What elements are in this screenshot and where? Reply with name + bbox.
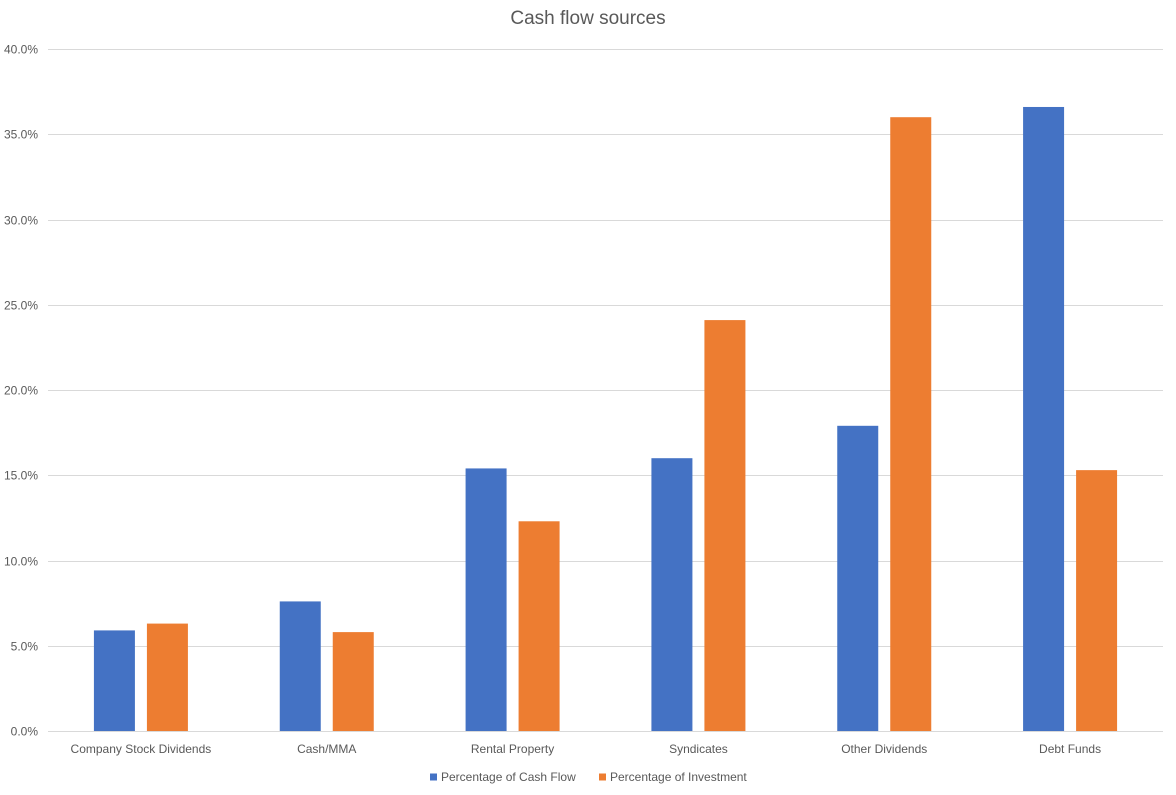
bar-investment bbox=[146, 623, 188, 731]
bar-investment bbox=[332, 632, 374, 731]
y-tick-label: 20.0% bbox=[4, 384, 38, 398]
legend-label-cash-flow: Percentage of Cash Flow bbox=[441, 770, 576, 784]
legend-label-investment: Percentage of Investment bbox=[610, 770, 747, 784]
y-axis-tick-labels: 0.0% 5.0% 10.0% 15.0% 20.0% 25.0% 30.0% 35.0% 40… bbox=[4, 43, 38, 739]
bar-cash-flow bbox=[837, 425, 879, 731]
y-tick-label: 40.0% bbox=[4, 43, 38, 57]
bar-cash-flow bbox=[1023, 106, 1065, 732]
gridlines bbox=[48, 49, 1163, 732]
bars bbox=[93, 106, 1118, 732]
y-tick-label: 30.0% bbox=[4, 214, 38, 228]
y-tick-label: 10.0% bbox=[4, 555, 38, 569]
x-category-label: Cash/MMA bbox=[297, 742, 356, 756]
x-category-label: Rental Property bbox=[471, 742, 554, 756]
y-tick-label: 5.0% bbox=[11, 640, 39, 654]
y-tick-label: 15.0% bbox=[4, 469, 38, 483]
y-tick-label: 25.0% bbox=[4, 299, 38, 313]
bar-investment bbox=[704, 320, 746, 731]
bar-cash-flow bbox=[93, 630, 135, 731]
bar-cash-flow bbox=[465, 468, 507, 731]
bar-investment bbox=[890, 117, 932, 731]
bar-investment bbox=[518, 521, 560, 731]
bar-cash-flow bbox=[279, 601, 321, 731]
y-tick-label: 0.0% bbox=[11, 725, 39, 739]
bar-investment bbox=[1076, 470, 1118, 731]
x-category-label: Syndicates bbox=[669, 742, 728, 756]
x-category-label: Company Stock Dividends bbox=[71, 742, 212, 756]
y-tick-label: 35.0% bbox=[4, 128, 38, 142]
bar-cash-flow bbox=[651, 458, 693, 731]
legend-swatch-investment bbox=[599, 773, 606, 781]
x-category-label: Other Dividends bbox=[841, 742, 927, 756]
legend-swatch-cash-flow bbox=[430, 773, 437, 781]
chart-title: Cash flow sources bbox=[510, 8, 665, 29]
x-category-label: Debt Funds bbox=[1039, 742, 1101, 756]
legend: Percentage of Cash Flow Percentage of Inv… bbox=[430, 770, 747, 784]
x-axis-category-labels: Company Stock Dividends Cash/MMA Rental Pr… bbox=[71, 742, 1102, 756]
